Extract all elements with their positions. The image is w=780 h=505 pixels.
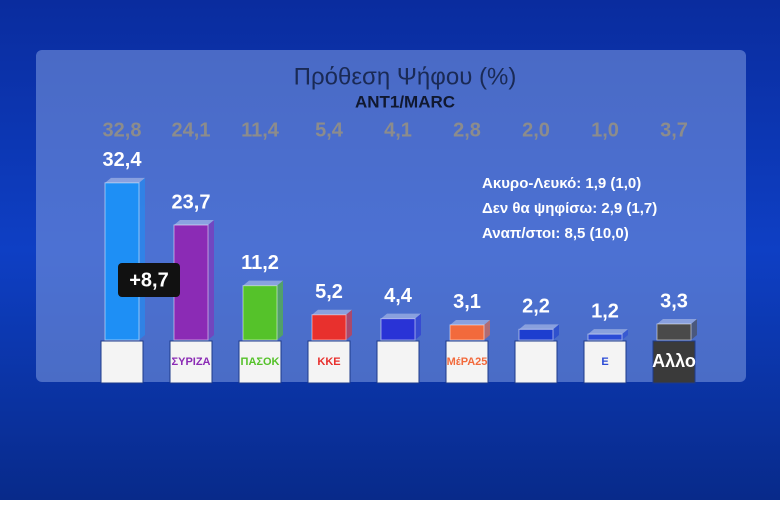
annotation-box xyxy=(118,263,180,297)
party-logo xyxy=(307,340,351,384)
note: Αναπ/στοι: 8,5 (10,0) xyxy=(482,225,629,242)
party-logo xyxy=(445,340,489,384)
bar-top xyxy=(312,309,352,315)
value-label: 32,4 xyxy=(103,149,143,171)
previous-value: 2,0 xyxy=(522,119,550,141)
bar-top xyxy=(519,324,559,330)
annotation: +8,7 xyxy=(129,269,168,291)
chart-title: Πρόθεση Ψήφου (%) xyxy=(294,63,517,90)
bar xyxy=(449,324,485,341)
previous-value: 11,4 xyxy=(241,119,280,141)
party-logo xyxy=(514,340,558,384)
bar-top xyxy=(105,177,145,183)
bar xyxy=(104,182,140,341)
value-label: 1,2 xyxy=(591,300,619,322)
bar-top xyxy=(174,220,214,226)
value-label: 5,2 xyxy=(315,281,343,303)
x-tick-label: ΜέΡΑ25 xyxy=(447,356,488,368)
bar xyxy=(656,323,692,341)
value-label: 3,1 xyxy=(453,291,481,313)
previous-value: 4,1 xyxy=(384,119,412,141)
bar-side xyxy=(208,220,214,340)
bar-side xyxy=(553,324,559,340)
previous-value: 1,0 xyxy=(591,119,619,141)
bar-side xyxy=(346,309,352,340)
bar xyxy=(242,285,278,341)
bar-top xyxy=(588,329,628,335)
bar-side xyxy=(484,319,490,340)
previous-value: 3,7 xyxy=(660,119,688,141)
bar-top xyxy=(450,319,490,325)
x-tick-label: ΣΥΡΙΖΑ xyxy=(172,356,211,368)
party-logo xyxy=(583,340,627,384)
bar-side xyxy=(415,313,421,340)
x-tick-label: Ε xyxy=(601,356,608,368)
chart-subtitle: ANT1/MARC xyxy=(355,92,455,111)
previous-value: 32,8 xyxy=(103,119,142,141)
party-logo xyxy=(169,340,213,384)
note: Δεν θα ψηφίσω: 2,9 (1,7) xyxy=(482,200,657,217)
value-label: 4,4 xyxy=(384,285,413,307)
bar-top xyxy=(381,313,421,319)
x-tick-label: Αλλο xyxy=(652,351,696,371)
bar-top xyxy=(243,280,283,286)
x-tick-label: ΠΑΣΟΚ xyxy=(241,356,280,368)
x-tick-label: ΚΚΕ xyxy=(317,356,340,368)
value-label: 23,7 xyxy=(172,191,211,213)
bar-side xyxy=(277,280,283,340)
bar-side xyxy=(139,177,145,340)
value-label: 2,2 xyxy=(522,296,550,318)
bar xyxy=(311,314,347,341)
bar-top xyxy=(657,318,697,324)
bar xyxy=(380,318,416,341)
party-logo xyxy=(376,340,420,384)
previous-value: 5,4 xyxy=(315,119,344,141)
party-logo xyxy=(652,340,696,384)
previous-value: 24,1 xyxy=(172,119,211,141)
value-label: 3,3 xyxy=(660,290,688,312)
party-logo xyxy=(100,340,144,384)
value-label: 11,2 xyxy=(241,252,279,274)
party-logo xyxy=(238,340,282,384)
bar xyxy=(587,333,623,341)
bar-side xyxy=(691,318,697,340)
bar-side xyxy=(622,329,628,340)
previous-value: 2,8 xyxy=(453,119,481,141)
note: Ακυρο-Λευκό: 1,9 (1,0) xyxy=(482,175,641,192)
bar xyxy=(518,328,554,341)
